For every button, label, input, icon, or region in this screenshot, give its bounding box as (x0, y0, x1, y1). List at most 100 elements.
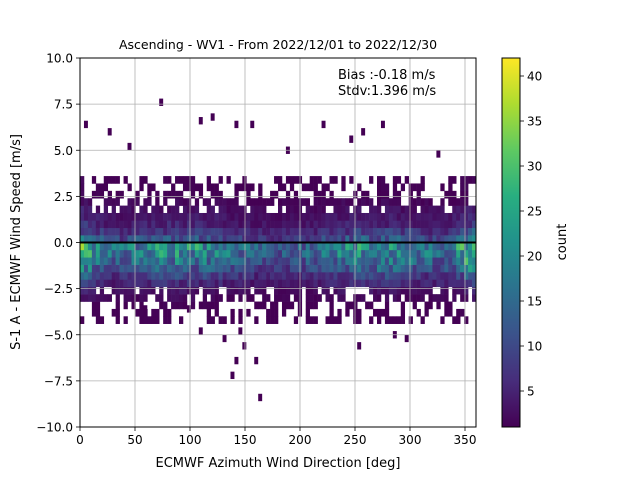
heatmap-cell (448, 183, 453, 192)
heatmap-cell (274, 316, 279, 324)
heatmap-cell (289, 286, 295, 295)
heatmap-cell (179, 249, 184, 258)
heatmap-cell (99, 286, 105, 295)
heatmap-cell (345, 220, 350, 229)
heatmap-cell (456, 235, 461, 243)
heatmap-cell (317, 176, 322, 184)
heatmap-cell (262, 294, 267, 302)
heatmap-cell (262, 257, 267, 265)
heatmap-cell (210, 212, 215, 221)
heatmap-cell (119, 205, 124, 214)
heatmap-cell (472, 286, 477, 295)
heatmap-cell (87, 272, 93, 280)
heatmap-cell (175, 257, 180, 265)
heatmap-cell (175, 264, 180, 273)
heatmap-cell (416, 198, 421, 206)
heatmap-cell (452, 227, 457, 236)
heatmap-cell (436, 294, 441, 302)
heatmap-cell (186, 198, 192, 206)
heatmap-cell (345, 235, 350, 243)
heatmap-cell (83, 235, 89, 243)
heatmap-cell (119, 190, 124, 199)
heatmap-cell (127, 279, 132, 288)
heatmap-cell (179, 316, 184, 324)
heatmap-cell (313, 198, 318, 206)
heatmap-cell (420, 212, 425, 221)
heatmap-cell (452, 176, 457, 184)
heatmap-cell (254, 249, 259, 258)
heatmap-cell (175, 294, 180, 302)
heatmap-cell (420, 257, 425, 265)
heatmap-cell (472, 272, 477, 280)
heatmap-cell (416, 279, 421, 288)
heatmap-cell (329, 176, 334, 184)
heatmap-cell (365, 264, 370, 273)
heatmap-cell (91, 286, 97, 295)
heatmap-cell (210, 279, 215, 288)
heatmap-cell (309, 264, 314, 273)
heatmap-cell (95, 272, 101, 280)
heatmap-cell (222, 227, 227, 236)
heatmap-cell (119, 220, 124, 229)
heatmap-cell (361, 198, 366, 206)
heatmap-cell (179, 257, 184, 265)
heatmap-cell (345, 264, 350, 273)
heatmap-cell (218, 176, 223, 184)
heatmap-cell (400, 249, 406, 258)
heatmap-cell (285, 227, 291, 236)
heatmap-cell (103, 279, 109, 288)
heatmap-cell (408, 190, 413, 199)
heatmap-cell (392, 176, 398, 184)
heatmap-cell (198, 220, 204, 229)
heatmap-cell (392, 190, 398, 199)
heatmap-cell (281, 220, 287, 229)
heatmap-cell (317, 220, 322, 229)
heatmap-cell (281, 257, 287, 265)
heatmap-cell (440, 205, 445, 214)
heatmap-cell (167, 242, 172, 251)
heatmap-cell (373, 242, 378, 251)
heatmap-cell (179, 198, 184, 206)
heatmap-cell (444, 249, 449, 258)
heatmap-cell (313, 183, 318, 192)
x-tick-label: 50 (127, 433, 142, 447)
heatmap-cell (186, 249, 192, 258)
heatmap-cell (270, 279, 275, 288)
heatmap-cell (396, 294, 402, 302)
heatmap-cell (163, 279, 168, 288)
heatmap-cell (127, 205, 132, 214)
heatmap-cell (464, 294, 469, 302)
heatmap-cell (91, 220, 97, 229)
heatmap-cell (349, 257, 354, 265)
heatmap-cell (123, 264, 128, 273)
heatmap-cell (167, 308, 172, 317)
heatmap-cell (464, 264, 469, 273)
heatmap-cell (226, 294, 231, 302)
heatmap-cell (408, 220, 413, 229)
heatmap-cell (380, 190, 386, 199)
heatmap-cell (444, 257, 449, 265)
heatmap-cell (234, 279, 239, 288)
heatmap-cell (99, 183, 105, 192)
heatmap-cell (278, 183, 283, 192)
heatmap-cell (194, 257, 200, 265)
heatmap-cell (234, 249, 239, 258)
heatmap-outlier-cell (127, 142, 132, 151)
heatmap-cell (91, 279, 97, 288)
heatmap-cell (111, 264, 116, 273)
heatmap-cell (234, 198, 239, 206)
heatmap-cell (230, 286, 235, 295)
heatmap-cell (388, 220, 394, 229)
heatmap-cell (456, 249, 461, 258)
heatmap-cell (384, 183, 390, 192)
heatmap-cell (190, 205, 196, 214)
heatmap-cell (80, 272, 85, 280)
heatmap-cell (281, 294, 287, 302)
heatmap-cell (428, 235, 433, 243)
heatmap-cell (190, 212, 196, 221)
heatmap-cell (175, 212, 180, 221)
heatmap-cell (206, 257, 211, 265)
heatmap-cell (472, 242, 477, 251)
heatmap-cell (420, 183, 425, 192)
heatmap-cell (83, 279, 89, 288)
